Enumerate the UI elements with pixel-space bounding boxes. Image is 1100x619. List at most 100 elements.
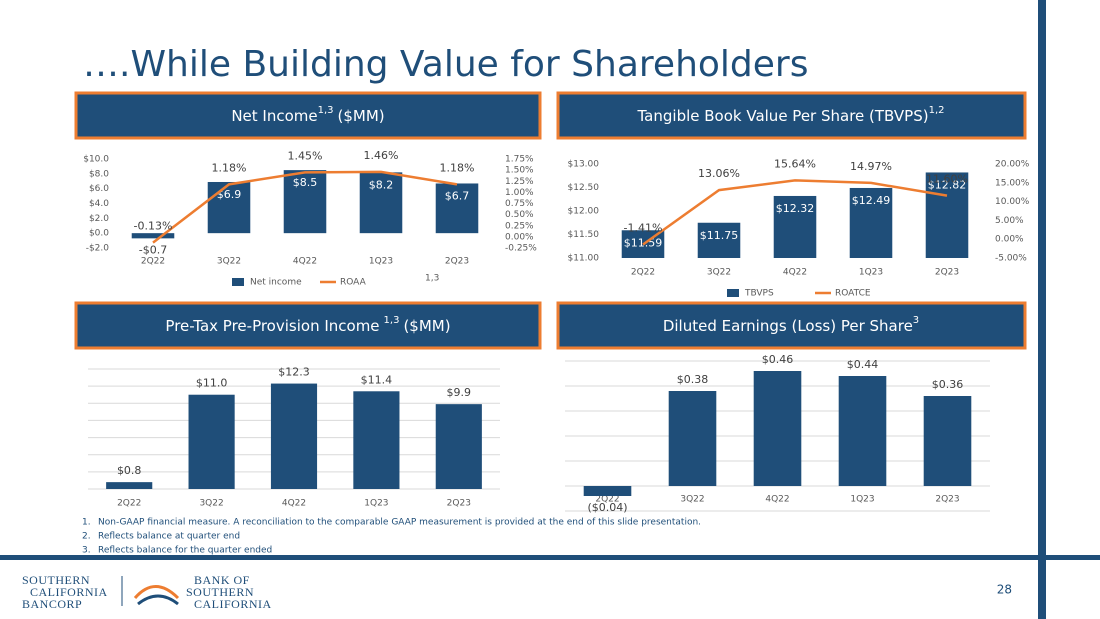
panel-title: Diluted Earnings (Loss) Per Share3 (663, 315, 919, 335)
y-tick-label: $4.0 (89, 199, 109, 209)
value-label: $12.49 (852, 194, 891, 207)
x-tick-label: 2Q23 (445, 257, 469, 267)
x-tick-label: 2Q23 (935, 268, 959, 278)
footnote-number: 2. (82, 532, 91, 542)
y-tick-label: -$2.0 (86, 244, 110, 254)
logo-left: SOUTHERN CALIFORNIA BANCORP (22, 573, 107, 611)
x-tick-label: 3Q22 (680, 495, 704, 505)
bar (925, 172, 969, 258)
bar (270, 383, 318, 489)
x-tick-label: 1Q23 (364, 499, 388, 509)
value-label: -1.41% (624, 222, 663, 235)
panel-title: Pre-Tax Pre-Provision Income 1,3 ($MM) (165, 315, 450, 335)
side-bar (1038, 0, 1046, 619)
divider (0, 555, 1100, 560)
value-label: -$0.7 (139, 243, 167, 256)
value-label: 13.06% (698, 167, 740, 180)
y2-tick-label: -0.25% (505, 244, 537, 254)
x-tick-label: 4Q22 (293, 257, 317, 267)
logo-text: SOUTHERN (22, 573, 90, 587)
panel-header (74, 91, 542, 140)
x-tick-label: 2Q22 (141, 257, 165, 267)
y2-tick-label: 1.50% (505, 166, 534, 176)
page-number: 28 (997, 583, 1012, 597)
value-label: $6.9 (217, 188, 242, 201)
bar (435, 183, 479, 234)
legend-label: TBVPS (744, 289, 774, 299)
value-label: $11.4 (361, 373, 393, 386)
y2-tick-label: 20.00% (995, 160, 1030, 170)
y2-tick-label: 10.00% (995, 197, 1030, 207)
panel-title-sup: 3 (913, 315, 919, 326)
bar (188, 394, 235, 489)
y2-tick-label: 0.50% (505, 210, 534, 220)
y2-tick-label: 0.00% (995, 235, 1024, 245)
legend-swatch (727, 289, 739, 297)
panel-title-text: Pre-Tax Pre-Provision Income (165, 317, 379, 335)
bar (359, 172, 403, 234)
y-tick-label: $11.50 (568, 230, 600, 240)
value-label: -0.13% (134, 220, 173, 233)
line (642, 179, 948, 246)
bar (753, 371, 802, 486)
bar (435, 404, 482, 489)
logo-arc (133, 585, 180, 600)
panel-header (74, 301, 542, 350)
footnote-text: Non-GAAP financial measure. A reconcilia… (98, 518, 701, 528)
legend-label: ROATCE (835, 289, 871, 299)
bar (697, 222, 741, 258)
y2-tick-label: 1.75% (505, 155, 534, 165)
value-label: $0.38 (677, 373, 709, 386)
y-tick-label: $2.0 (89, 214, 109, 224)
x-tick-label: 1Q23 (369, 257, 393, 267)
legend-swatch (232, 278, 244, 286)
panel-title-text: Tangible Book Value Per Share (TBVPS) (637, 107, 929, 125)
y-tick-label: $12.00 (568, 207, 600, 217)
logo-text: BANCORP (22, 597, 82, 611)
y2-tick-label: 1.00% (505, 188, 534, 198)
panel-header (556, 301, 1027, 350)
logo-text: BANK OF (194, 573, 250, 587)
value-label: $0.36 (932, 378, 964, 391)
y2-tick-label: -5.00% (995, 254, 1027, 264)
y2-tick-label: 0.25% (505, 221, 534, 231)
x-tick-label: 3Q22 (217, 257, 241, 267)
value-label: $0.8 (117, 464, 142, 477)
bar (353, 391, 400, 489)
value-label: $12.82 (928, 178, 967, 191)
y-tick-label: $8.0 (89, 169, 109, 179)
bar (668, 391, 717, 486)
value-label: 1.18% (440, 161, 475, 174)
x-tick-label: 4Q22 (765, 495, 789, 505)
value-label: $11.75 (700, 229, 739, 242)
value-label: $6.7 (445, 189, 470, 202)
x-tick-label: 2Q23 (447, 499, 471, 509)
panel-title: Tangible Book Value Per Share (TBVPS)1,2 (637, 105, 945, 125)
footnote-text: Reflects balance for the quarter ended (98, 546, 272, 556)
value-label: $12.3 (278, 366, 310, 379)
y2-tick-label: 1.25% (505, 177, 534, 187)
y-tick-label: $6.0 (89, 184, 109, 194)
x-tick-label: 3Q22 (199, 499, 223, 509)
panel-title-sup: 1,3 (384, 315, 400, 326)
value-label: 1.46% (364, 149, 399, 162)
bar (583, 486, 632, 496)
y2-tick-label: 5.00% (995, 216, 1024, 226)
panel-title-text: Net Income (231, 107, 317, 125)
bar (283, 170, 327, 234)
slide-title: ….While Building Value for Shareholders (83, 44, 808, 85)
value-label: 1.45% (288, 149, 323, 162)
y2-tick-label: 0.75% (505, 199, 534, 209)
y2-tick-label: 15.00% (995, 178, 1030, 188)
value-label: $0.46 (762, 353, 794, 366)
footnote-number: 3. (82, 546, 91, 556)
y-tick-label: $12.50 (568, 183, 600, 193)
bar (838, 376, 887, 486)
x-tick-label: 1Q23 (850, 495, 874, 505)
x-tick-label: 2Q22 (595, 495, 619, 505)
footnote-number: 1. (82, 518, 91, 528)
y-tick-label: $10.0 (83, 155, 109, 165)
y2-tick-label: 0.00% (505, 232, 534, 242)
value-label: $8.5 (293, 176, 318, 189)
bar (207, 181, 251, 234)
